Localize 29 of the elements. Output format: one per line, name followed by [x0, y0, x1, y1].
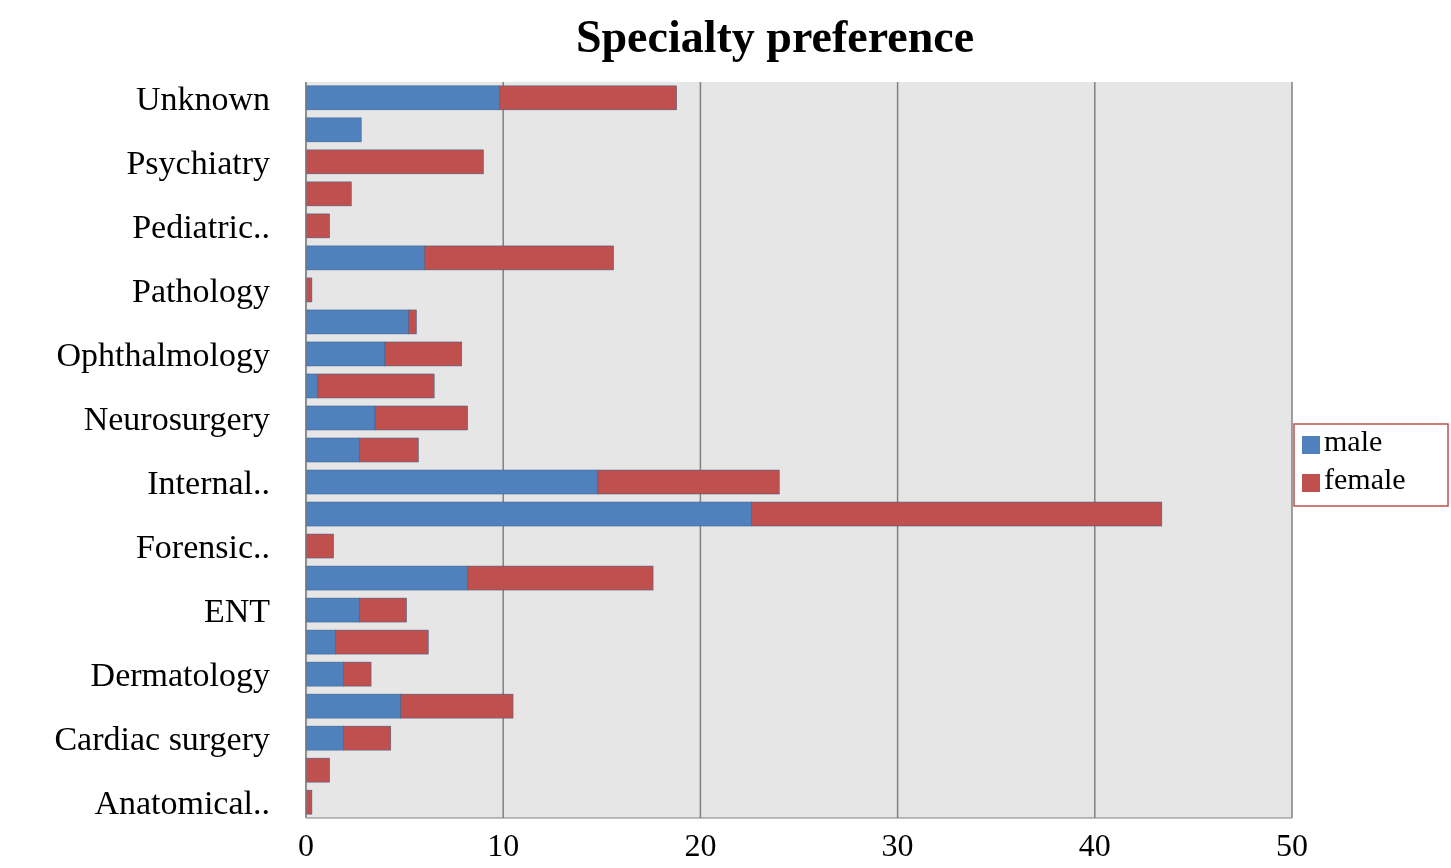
x-tick-label: 0 — [298, 827, 314, 863]
bar — [305, 213, 330, 239]
y-tick-label: Cardiac surgery — [54, 720, 270, 758]
bar — [305, 117, 362, 143]
y-tick-label: Psychiatry — [126, 143, 270, 181]
x-tick-label: 40 — [1078, 827, 1111, 863]
y-tick-label: Anatomical.. — [94, 784, 270, 822]
bar — [305, 277, 313, 303]
bar — [305, 757, 330, 783]
bar — [305, 149, 484, 175]
y-tick-label: Dermatology — [90, 656, 270, 693]
x-tick-label: 20 — [684, 827, 717, 863]
chart-title: Specialty preference — [575, 11, 975, 62]
x-tick-label: 30 — [881, 827, 914, 863]
y-tick-label: Neurosurgery — [83, 399, 270, 437]
bar — [305, 181, 352, 207]
y-tick-label: ENT — [203, 591, 271, 629]
y-tick-label: Unknown — [135, 79, 270, 117]
x-tick-label: 10 — [487, 827, 520, 863]
y-tick-label: Ophthalmology — [56, 335, 270, 373]
legend-label: female — [1324, 462, 1406, 495]
legend-label: male — [1324, 424, 1383, 457]
y-tick-label: Pediatric.. — [132, 207, 270, 245]
y-tick-label: Pathology — [132, 271, 270, 309]
x-tick-label: 50 — [1276, 827, 1308, 863]
y-tick-label: Internal.. — [147, 463, 270, 501]
y-tick-label: Forensic.. — [135, 527, 270, 565]
bar — [305, 789, 313, 815]
bar — [305, 533, 334, 559]
